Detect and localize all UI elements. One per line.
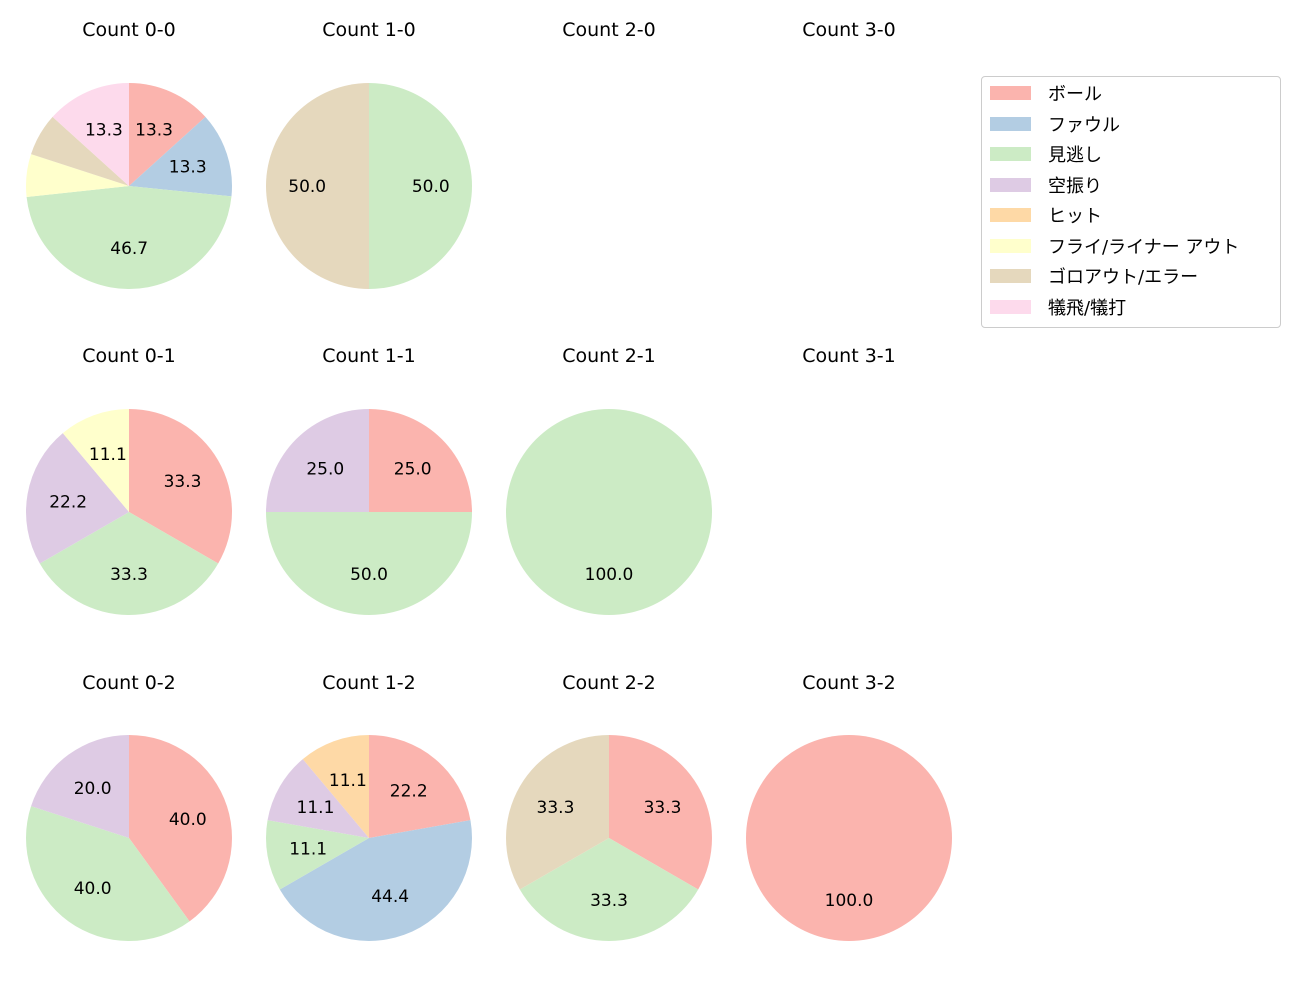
legend-label: 空振り <box>1048 175 1102 197</box>
slice-label: 25.0 <box>306 459 344 479</box>
pie-title: Count 0-1 <box>82 345 176 367</box>
slice-label: 11.1 <box>297 798 335 818</box>
pie-slice <box>266 512 472 615</box>
pie-slice <box>39 512 219 615</box>
legend-item: フライ/ライナー アウト <box>990 234 1239 258</box>
legend-swatch <box>990 238 1031 253</box>
pie-slice <box>129 116 232 197</box>
pie-slice <box>519 838 699 941</box>
pie-title: Count 1-0 <box>322 19 416 41</box>
pie-title: Count 3-2 <box>802 672 896 694</box>
legend-label: ファウル <box>1048 114 1120 136</box>
pie-slice <box>266 820 369 890</box>
legend-swatch <box>990 208 1031 222</box>
pie-slice <box>25 433 130 564</box>
pie-slice <box>302 735 369 838</box>
slice-label: 44.4 <box>371 887 409 907</box>
legend-item: ボール <box>990 81 1102 105</box>
pie-slice <box>369 83 472 289</box>
legend-item: 空振り <box>990 173 1102 197</box>
pie-title: Count 2-1 <box>562 345 656 367</box>
legend-item: ヒット <box>990 203 1102 227</box>
slice-label: 40.0 <box>74 879 112 899</box>
slice-label: 33.3 <box>644 798 682 818</box>
slice-label: 11.1 <box>289 840 327 860</box>
pie-slice <box>506 409 712 615</box>
pie-title: Count 2-0 <box>562 19 656 41</box>
legend-swatch <box>990 269 1031 283</box>
slice-label: 33.3 <box>110 565 148 585</box>
slice-label: 13.3 <box>135 121 173 141</box>
slice-label: 20.0 <box>74 779 112 799</box>
slice-label: 33.3 <box>590 891 628 911</box>
pie-slice <box>31 116 129 186</box>
legend-label: ゴロアウト/エラー <box>1048 267 1199 288</box>
pie-slice <box>62 409 129 512</box>
pie-slice <box>31 735 129 838</box>
pie-slice <box>369 735 471 838</box>
pie-slice <box>279 820 473 942</box>
slice-label: 50.0 <box>350 565 388 585</box>
pie-title: Count 2-2 <box>562 672 656 694</box>
legend-swatch <box>990 147 1031 161</box>
legend-label: フライ/ライナー アウト <box>1048 236 1240 258</box>
slice-label: 33.3 <box>537 798 575 818</box>
legend: ボールファウル見逃し空振りヒットフライ/ライナー アウト ゴロアウト/エラー 犠飛/… <box>981 76 1281 328</box>
slice-label: 40.0 <box>169 810 207 830</box>
slice-label: 25.0 <box>394 459 432 479</box>
legend-label: ヒット <box>1048 206 1102 227</box>
slice-label: 13.3 <box>85 121 123 141</box>
pie-title: Count 3-0 <box>802 19 896 41</box>
pie-slice <box>26 154 130 197</box>
pie-slice <box>267 759 369 838</box>
legend-label: ボール <box>1048 84 1102 105</box>
pie-title: Count 1-2 <box>322 672 416 694</box>
slice-label: 11.1 <box>89 445 127 465</box>
legend-label: 犠飛/犠打 <box>1048 297 1127 319</box>
pie-slice <box>129 409 232 564</box>
pie-slice <box>129 83 206 186</box>
pie-slice <box>506 735 609 890</box>
slice-label: 13.3 <box>169 158 207 178</box>
pie-slice <box>52 83 129 186</box>
legend-item: ファウル <box>990 112 1120 136</box>
legend-swatch <box>990 116 1031 131</box>
pie-slice <box>369 409 472 512</box>
pie-title: Count 1-1 <box>322 345 416 367</box>
pie-slice <box>26 806 190 942</box>
slice-label: 46.7 <box>110 239 148 259</box>
pie-slice <box>266 409 369 512</box>
pie-slice <box>609 735 712 890</box>
pie-slice <box>26 186 232 289</box>
legend-swatch <box>990 177 1031 192</box>
legend-label: 見逃し <box>1048 145 1102 166</box>
pie-slice <box>266 83 369 289</box>
slice-label: 22.2 <box>49 492 87 512</box>
legend-swatch <box>990 86 1031 100</box>
pie-title: Count 0-2 <box>82 672 176 694</box>
legend-item: 犠飛/犠打 <box>990 295 1126 319</box>
legend-item: 見逃し <box>990 142 1102 166</box>
pie-title: Count 0-0 <box>82 19 176 41</box>
slice-label: 100.0 <box>825 891 874 911</box>
pie-slice <box>129 735 233 922</box>
slice-label: 22.2 <box>390 782 428 802</box>
slice-label: 50.0 <box>288 177 326 197</box>
slice-label: 11.1 <box>329 771 367 791</box>
pie-title: Count 3-1 <box>802 345 896 367</box>
slice-label: 50.0 <box>412 177 450 197</box>
slice-label: 100.0 <box>585 565 634 585</box>
slice-label: 33.3 <box>164 472 202 492</box>
legend-item: ゴロアウト/エラー <box>990 264 1198 288</box>
pie-slice <box>746 735 952 941</box>
legend-swatch <box>990 299 1031 314</box>
